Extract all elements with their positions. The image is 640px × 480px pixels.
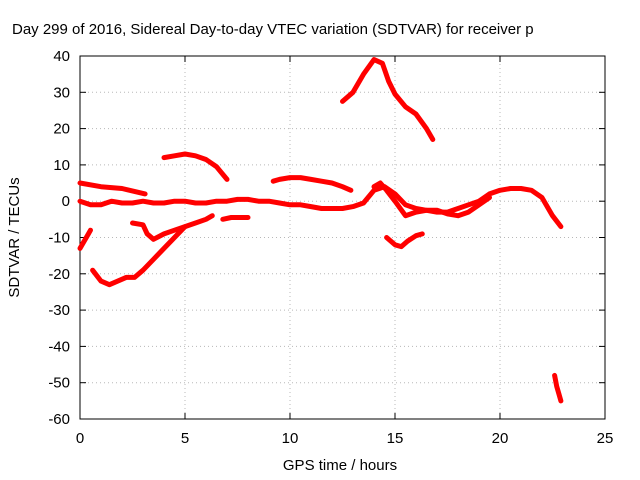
y-tick-label: 10 (53, 157, 70, 174)
chart-title: Day 299 of 2016, Sidereal Day-to-day VTE… (12, 21, 534, 38)
series-s12 (552, 372, 564, 404)
x-tick-label: 25 (597, 430, 614, 447)
series-s1 (77, 180, 148, 197)
y-tick-label: -10 (48, 230, 70, 247)
series-s3 (77, 227, 93, 251)
series-s7 (161, 151, 230, 182)
x-tick-label: 0 (76, 430, 84, 447)
series-s5 (130, 213, 215, 242)
data-series (77, 57, 564, 404)
series-s9 (340, 57, 436, 142)
y-tick-label: 30 (53, 84, 70, 101)
x-tick-label: 10 (282, 430, 299, 447)
y-axis-label: SDTVAR / TECUs (6, 177, 23, 297)
series-s10 (371, 180, 492, 219)
y-tick-label: -20 (48, 266, 70, 283)
y-tick-label: 0 (62, 193, 70, 210)
y-tick-label: 40 (53, 48, 70, 65)
y-tick-label: -50 (48, 375, 70, 392)
y-tick-label: -60 (48, 411, 70, 428)
x-axis-label: GPS time / hours (283, 457, 397, 474)
y-tick-label: -30 (48, 302, 70, 319)
y-tick-label: 20 (53, 121, 70, 138)
series-s4 (90, 224, 188, 288)
grid (80, 56, 605, 419)
series-s2 (77, 184, 564, 230)
series-s6 (220, 215, 251, 222)
y-tick-label: -40 (48, 338, 70, 355)
x-tick-label: 20 (492, 430, 509, 447)
plot-frame (79, 55, 606, 420)
series-s11 (384, 231, 425, 250)
axis-ticks: 0 5 10 15 20 25 40 30 20 10 0 -10 -20 -30 -40 -50 -60 (48, 48, 613, 447)
x-tick-label: 15 (387, 430, 404, 447)
x-tick-label: 5 (181, 430, 189, 447)
series-s8 (270, 175, 354, 193)
